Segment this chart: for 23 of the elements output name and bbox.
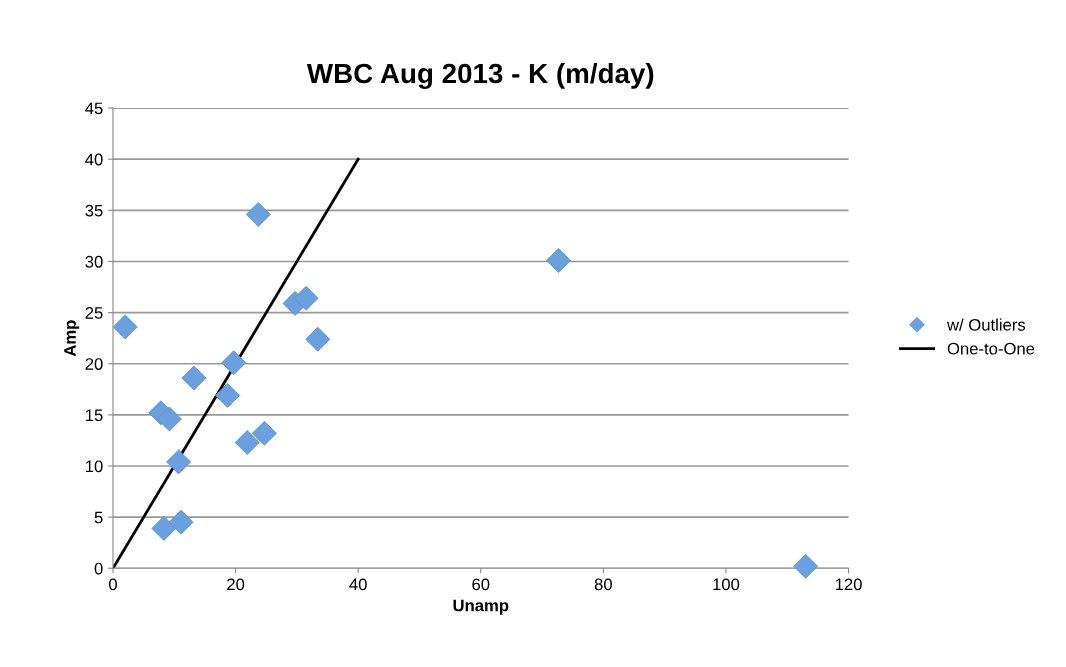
legend-label: One-to-One xyxy=(947,342,1035,355)
y-tick-label: 5 xyxy=(94,511,103,524)
x-tick-label: 40 xyxy=(349,578,367,591)
y-tick-label: 0 xyxy=(94,562,103,575)
point xyxy=(112,314,138,340)
x-tick-label: 100 xyxy=(713,578,740,591)
legend-label: w/ Outliers xyxy=(946,318,1026,331)
x-tick-label: 80 xyxy=(594,578,612,591)
y-tick-label: 20 xyxy=(85,358,103,370)
y-tick-label: 40 xyxy=(85,153,103,166)
x-tick-label: 60 xyxy=(472,578,490,591)
x-tick-label: 20 xyxy=(227,578,245,591)
x-axis-title: Unamp xyxy=(453,599,509,615)
y-tick-label: 25 xyxy=(85,307,103,319)
y-tick-label: 10 xyxy=(86,460,103,473)
x-tick-label: 0 xyxy=(109,578,117,591)
chart-title: WBC Aug 2013 - K (m/day) xyxy=(306,62,654,89)
y-tick-label: 45 xyxy=(85,102,103,115)
x-tick-label: 120 xyxy=(835,578,862,591)
y-tick-label: 35 xyxy=(85,204,103,217)
y-tick-label: 15 xyxy=(86,409,103,422)
y-tick-label: 30 xyxy=(85,255,103,268)
y-axis-title: Amp xyxy=(64,320,80,357)
